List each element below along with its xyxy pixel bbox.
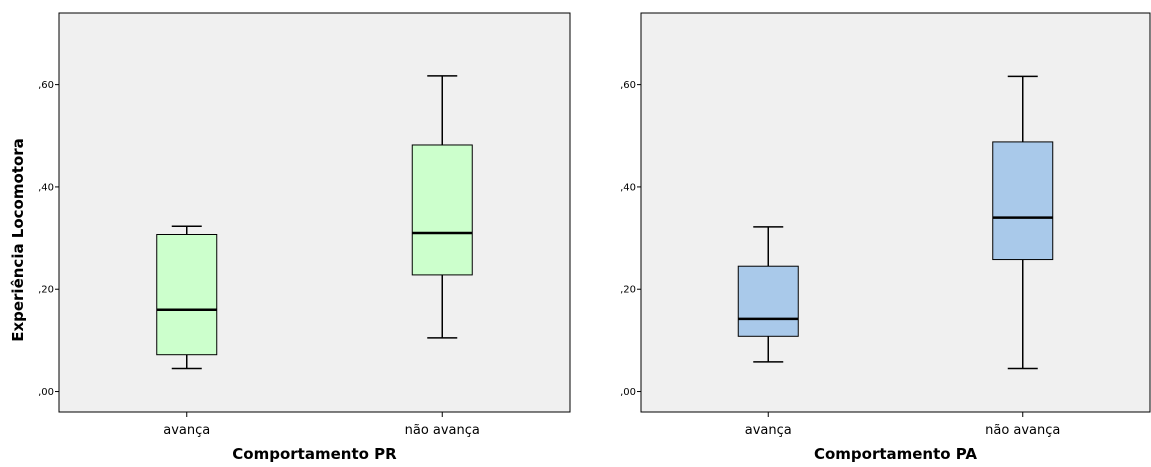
y-tick-label: ,60: [620, 80, 636, 91]
plot-area: [58, 12, 571, 413]
x-tick-label: avança: [163, 423, 210, 438]
y-axis-title-left: Experiência Locomotora: [9, 138, 27, 342]
y-tick-label: ,40: [38, 182, 54, 193]
box-nao-avanca: [992, 141, 1054, 261]
x-axis-title: Comportamento PA: [814, 445, 977, 463]
y-tick-label: ,20: [38, 285, 54, 296]
y-tick-label: ,60: [38, 80, 54, 91]
x-tick-label: avança: [745, 423, 792, 438]
chart-comportamento-pa: ,00 ,20 ,40 ,60 avança não avança Comportament…: [620, 12, 1151, 463]
y-tick-label: ,00: [620, 387, 636, 398]
plot-area: [640, 12, 1151, 413]
y-tick-label: ,20: [620, 285, 636, 296]
chart-comportamento-pr: ,00 ,20 ,40 ,60 avança não avança Comportament…: [38, 12, 571, 463]
box-avanca: [737, 265, 799, 337]
x-axis-title: Comportamento PR: [232, 445, 397, 463]
box-avanca: [156, 233, 218, 356]
y-tick-label: ,40: [620, 182, 636, 193]
box-nao-avanca: [411, 144, 473, 276]
y-tick-label: ,00: [38, 387, 54, 398]
x-tick-label: não avança: [985, 423, 1060, 438]
x-tick-label: não avança: [405, 423, 480, 438]
